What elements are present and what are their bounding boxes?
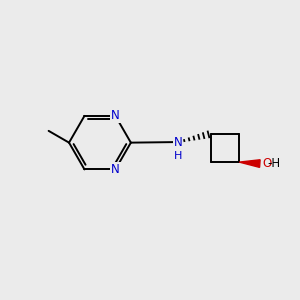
Text: O: O [262, 157, 272, 170]
Text: N: N [111, 163, 120, 176]
Text: N: N [111, 110, 120, 122]
Text: H: H [174, 151, 182, 161]
Polygon shape [239, 160, 260, 167]
Text: N: N [174, 136, 182, 148]
Text: -H: -H [268, 157, 281, 170]
